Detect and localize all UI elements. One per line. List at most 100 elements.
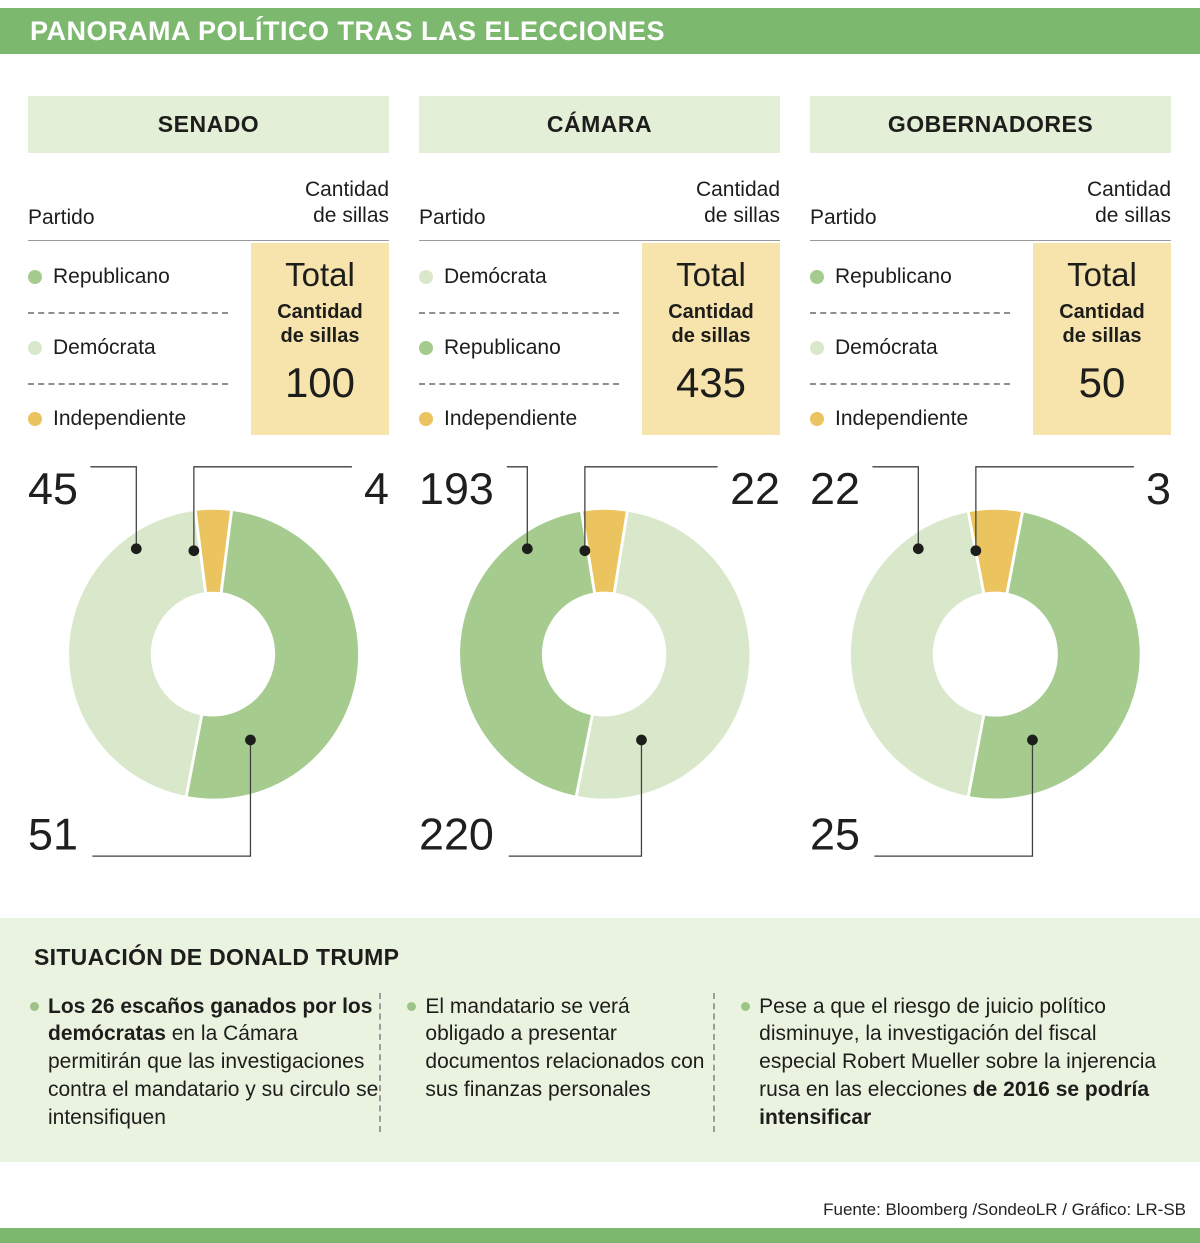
column-title-camara: CÁMARA [419,96,780,153]
partido-label: Partido [810,205,877,229]
legend-label: Republicano [444,336,561,359]
legend-dot [810,412,824,426]
cantidad-de-sillas-label: Cantidad de sillas [304,178,389,228]
dashed-divider [810,382,1010,385]
slice-separator [966,713,986,797]
legend-item: Republicano [28,243,389,312]
bullet-dot-icon [741,1001,751,1011]
donut-slice [186,510,359,799]
legend-dot [419,270,433,284]
donut-slice [460,511,595,796]
partido-label: Partido [28,205,95,229]
subheader-row: Partido Cantidad de sillas [28,177,389,230]
total-box: Total Cantidad de sillas 50 [1033,242,1171,435]
subheader-row: Partido Cantidad de sillas [419,177,780,230]
legend-area: Republicano Demócrata Independiente Tota… [810,242,1171,455]
legend-item: Demócrata [419,243,780,312]
column-gobernadores: GOBERNADORES Partido Cantidad de sillas … [810,96,1171,884]
legend-dot [810,270,824,284]
slice-separator [219,509,234,593]
column-title-senado: SENADO [28,96,389,153]
leader-line [508,743,643,857]
total-label: Total [1067,255,1137,293]
legend-item: Republicano [419,314,780,383]
value-label-left: 193 [419,462,494,513]
value-label-bottom: 25 [810,808,860,859]
bullet-item: Los 26 escaños ganados por los demócrata… [30,993,379,1133]
total-sublabel: Cantidad de sillas [1059,300,1145,347]
leader-line [874,743,1034,857]
legend-item: Independiente [419,385,780,454]
leader-line [90,465,137,545]
donut-chart-senado: 45 4 51 [28,462,389,858]
donut-slice [576,511,750,799]
total-sublabel: Cantidad de sillas [277,300,363,347]
dashed-vertical-divider [713,992,716,1133]
legend-area: Republicano Demócrata Independiente Tota… [28,242,389,455]
total-value: 50 [1078,358,1126,406]
slice-marker-dot [521,542,533,554]
divider-line [28,239,389,241]
total-sublabel: Cantidad de sillas [668,300,754,347]
slice-marker-dot [970,544,982,556]
slice-separator [193,509,208,593]
legend-item: Independiente [28,385,389,454]
bullet-text: Los 26 escaños ganados por los demócrata… [48,994,379,1130]
donut-slice [968,509,1023,593]
slice-marker-dot [579,544,591,556]
legend-dot [28,270,42,284]
column-title-gobernadores: GOBERNADORES [810,96,1171,153]
header-bar: PANORAMA POLÍTICO TRAS LAS ELECCIONES [0,8,1200,54]
legend-label: Republicano [53,265,170,288]
dashed-divider [28,382,228,385]
leader-line [506,465,528,545]
legend-label: Independiente [835,407,969,430]
total-label: Total [285,255,355,293]
donut-slice [968,511,1140,799]
partido-label: Partido [419,205,486,229]
slice-separator [184,713,204,797]
bullet-dot-icon [407,1001,417,1011]
legend-item: Demócrata [810,314,1171,383]
total-value: 435 [675,358,747,406]
legend-item: Independiente [810,385,1171,454]
value-label-top: 4 [364,462,389,513]
legend-label: Demócrata [444,265,547,288]
source-text: Fuente: Bloomberg /SondeoLR / Gráfico: L… [823,1200,1186,1219]
legend-item: Demócrata [28,314,389,383]
bullet-text: El mandatario se verá obligado a present… [425,994,705,1102]
donut-slice [69,510,206,796]
leader-line [872,465,919,545]
slice-marker-dot [1027,734,1038,745]
bullet-text: Pese a que el riesgo de juicio político … [759,994,1157,1130]
leader-line [193,465,352,547]
leader-line [92,743,252,857]
leader-line [584,465,718,547]
value-label-top: 22 [730,462,780,513]
slice-marker-dot [130,542,142,554]
value-label-top: 3 [1146,462,1171,513]
situation-section: SITUACIÓN DE DONALD TRUMP Los 26 escaños… [0,917,1200,1163]
cantidad-de-sillas-label: Cantidad de sillas [1086,178,1171,228]
charts-section: SENADO Partido Cantidad de sillas Republ… [0,54,1200,884]
cantidad-de-sillas-label: Cantidad de sillas [695,178,780,228]
column-camara: CÁMARA Partido Cantidad de sillas Demócr… [419,96,780,884]
slice-marker-dot [245,734,256,745]
dashed-divider [419,382,619,385]
column-senado: SENADO Partido Cantidad de sillas Republ… [28,96,389,884]
donut-chart-gobernadores: 22 3 25 [810,462,1171,859]
donut-chart-camara: 193 22 220 [419,462,780,858]
bullet-list: Los 26 escaños ganados por los demócrata… [0,992,1200,1133]
dashed-divider [28,311,228,314]
value-label-left: 22 [810,462,860,513]
page-title: PANORAMA POLÍTICO TRAS LAS ELECCIONES [30,15,666,46]
slice-separator [612,509,629,594]
dashed-divider [419,311,619,314]
legend-dot [419,341,433,355]
value-label-left: 45 [28,462,78,513]
legend-label: Independiente [444,407,578,430]
divider-line [419,239,780,241]
donut-slice [850,511,984,796]
legend-label: Republicano [835,265,952,288]
bullet-item: Pese a que el riesgo de juicio político … [741,993,1170,1133]
